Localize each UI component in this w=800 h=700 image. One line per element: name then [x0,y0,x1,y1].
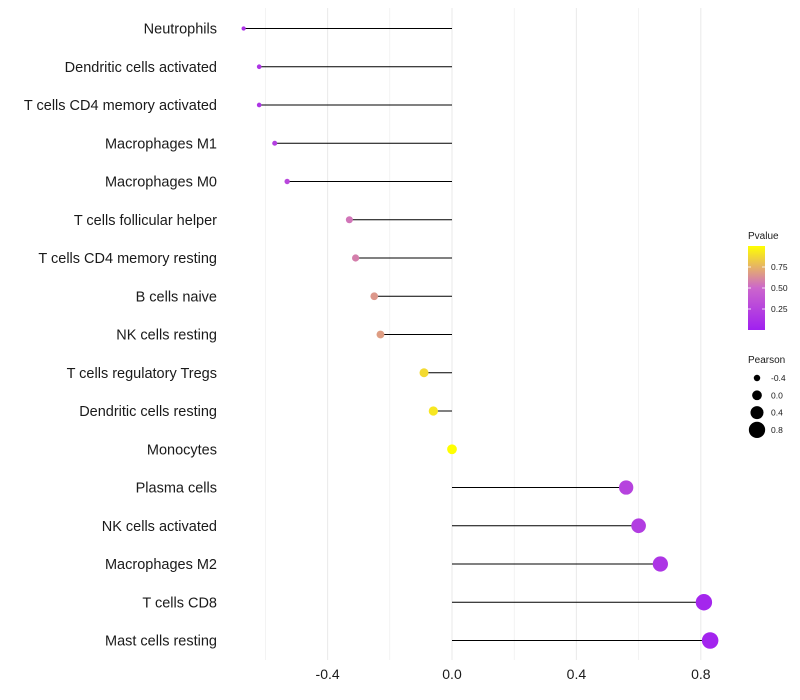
lollipop-point [419,368,429,378]
y-category-label: B cells naive [136,289,217,305]
lollipop-point [701,632,719,649]
color-bar [748,246,765,330]
x-axis-ticks: -0.4 0.0 0.4 0.8 [316,666,711,682]
y-category-label: T cells CD4 memory activated [24,98,217,114]
lollipop-point [256,64,262,70]
segment-layer [243,28,711,641]
size-legend-dot [748,421,766,439]
lollipop-point [272,140,278,146]
lollipop-point [695,594,713,611]
size-legend-dot [752,390,762,401]
y-category-label: T cells CD8 [142,595,217,611]
lollipop-point [284,178,290,185]
lollipop-point [631,518,646,534]
y-category-label: T cells regulatory Tregs [67,366,217,382]
lollipop-point [376,330,385,339]
y-category-label: Macrophages M0 [105,175,217,191]
size-legend-dot [753,374,761,382]
color-legend-title: Pvalue [748,231,779,242]
lollipop-point [447,444,457,455]
lollipop-point [618,480,634,495]
y-category-label: Mast cells resting [105,634,217,650]
y-category-label: NK cells resting [116,328,217,344]
y-category-label: Plasma cells [136,481,217,497]
y-category-label: Dendritic cells resting [79,404,217,420]
y-category-label: Macrophages M2 [105,557,217,573]
x-tick-label: 0.4 [567,666,587,682]
lollipop-point [256,102,262,108]
size-legend-dot [750,406,764,420]
y-category-label: T cells CD4 memory resting [38,251,217,267]
lollipop-point [351,254,360,262]
y-category-label: Macrophages M1 [105,136,217,152]
lollipop-point [428,406,438,416]
lollipop-point [370,292,379,301]
y-category-label: NK cells activated [102,519,217,535]
color-legend-label: 0.50 [771,283,788,293]
size-legend-label: 0.0 [771,390,783,400]
y-category-label: Dendritic cells activated [65,60,217,76]
lollipop-point [241,26,246,31]
size-legend-label: 0.4 [771,408,783,418]
y-category-label: T cells follicular helper [74,213,217,229]
grid-layer [265,8,702,660]
lollipop-point [345,216,353,224]
color-legend: Pvalue 0.25 0.50 0.75 [748,231,788,330]
lollipop-point [652,556,668,572]
y-category-label: Neutrophils [144,22,217,38]
x-tick-label: 0.0 [442,666,462,682]
x-tick-label: -0.4 [316,666,340,682]
y-category-label: Monocytes [147,442,217,458]
x-tick-label: 0.8 [691,666,711,682]
size-legend-label: -0.4 [771,373,786,383]
size-legend-label: 0.8 [771,425,783,435]
color-legend-label: 0.75 [771,262,788,272]
size-legend-title: Pearson [748,355,785,366]
y-axis-labels: Neutrophils Dendritic cells activated T ce… [24,22,217,650]
size-legend: Pearson -0.4 0.0 0.4 0.8 [748,355,786,439]
point-layer [241,26,719,649]
color-legend-label: 0.25 [771,304,788,314]
